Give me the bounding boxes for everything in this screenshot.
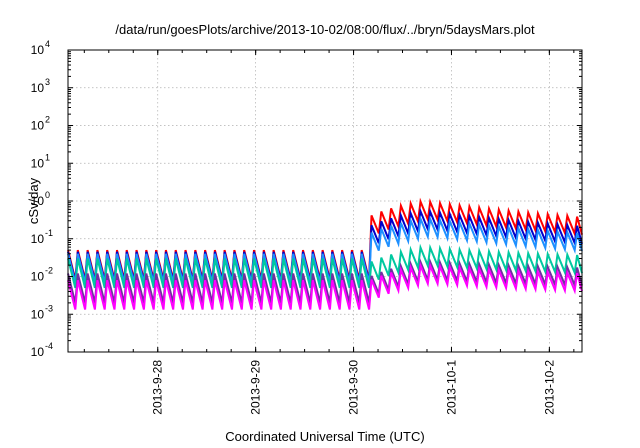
x-tick-label: 2013-9-28 bbox=[151, 360, 165, 415]
y-tick-label: 10 bbox=[31, 43, 45, 57]
y-tick-label: 10 bbox=[31, 81, 45, 95]
y-tick-label: 10 bbox=[31, 307, 45, 321]
x-axis-label: Coordinated Universal Time (UTC) bbox=[225, 429, 424, 444]
x-tick-label: 2013-9-29 bbox=[249, 360, 263, 415]
y-tick-exponent: 4 bbox=[45, 39, 50, 49]
series-line-4 bbox=[67, 243, 583, 289]
y-tick-exponent: 3 bbox=[45, 77, 50, 87]
y-tick-exponent: 1 bbox=[45, 152, 50, 162]
x-tick-label: 2013-9-30 bbox=[347, 360, 361, 415]
y-tick-label: 10 bbox=[31, 270, 45, 284]
y-axis-label: cSv/day bbox=[26, 177, 41, 224]
chart-title: /data/run/goesPlots/archive/2013-10-02/0… bbox=[115, 22, 535, 37]
y-tick-label: 10 bbox=[31, 345, 45, 359]
y-tick-label: 10 bbox=[31, 119, 45, 133]
x-tick-label: 2013-10-2 bbox=[542, 360, 556, 415]
x-tick-label: 2013-10-1 bbox=[444, 360, 458, 415]
y-tick-label: 10 bbox=[31, 156, 45, 170]
y-tick-exponent: -3 bbox=[45, 303, 53, 313]
y-tick-exponent: -4 bbox=[45, 341, 53, 351]
series-line-6 bbox=[67, 261, 583, 310]
plot-area bbox=[67, 197, 583, 310]
y-tick-exponent: 0 bbox=[45, 190, 50, 200]
y-tick-exponent: 2 bbox=[45, 115, 50, 125]
y-tick-exponent: -1 bbox=[45, 228, 53, 238]
y-tick-label: 10 bbox=[31, 194, 45, 208]
x-axis: 2013-9-28 2013-9-29 2013-9-30 2013-10-1 2013… bbox=[83, 50, 575, 415]
y-tick-exponent: -2 bbox=[45, 266, 53, 276]
y-tick-label: 10 bbox=[31, 232, 45, 246]
